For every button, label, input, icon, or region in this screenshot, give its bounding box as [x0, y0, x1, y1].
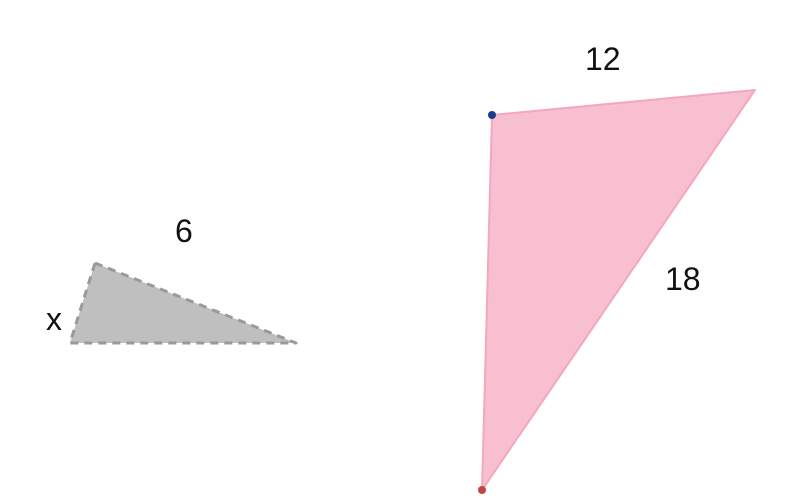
label-x: x: [46, 301, 62, 337]
large-triangle: [482, 90, 755, 490]
label-eighteen: 18: [665, 261, 701, 297]
vertex-dot-red: [478, 486, 486, 494]
label-six: 6: [175, 213, 193, 249]
vertex-dot-blue: [488, 111, 496, 119]
small-triangle: [70, 263, 296, 343]
label-twelve: 12: [585, 41, 621, 77]
geometry-diagram: 6 x 12 18: [0, 0, 800, 502]
